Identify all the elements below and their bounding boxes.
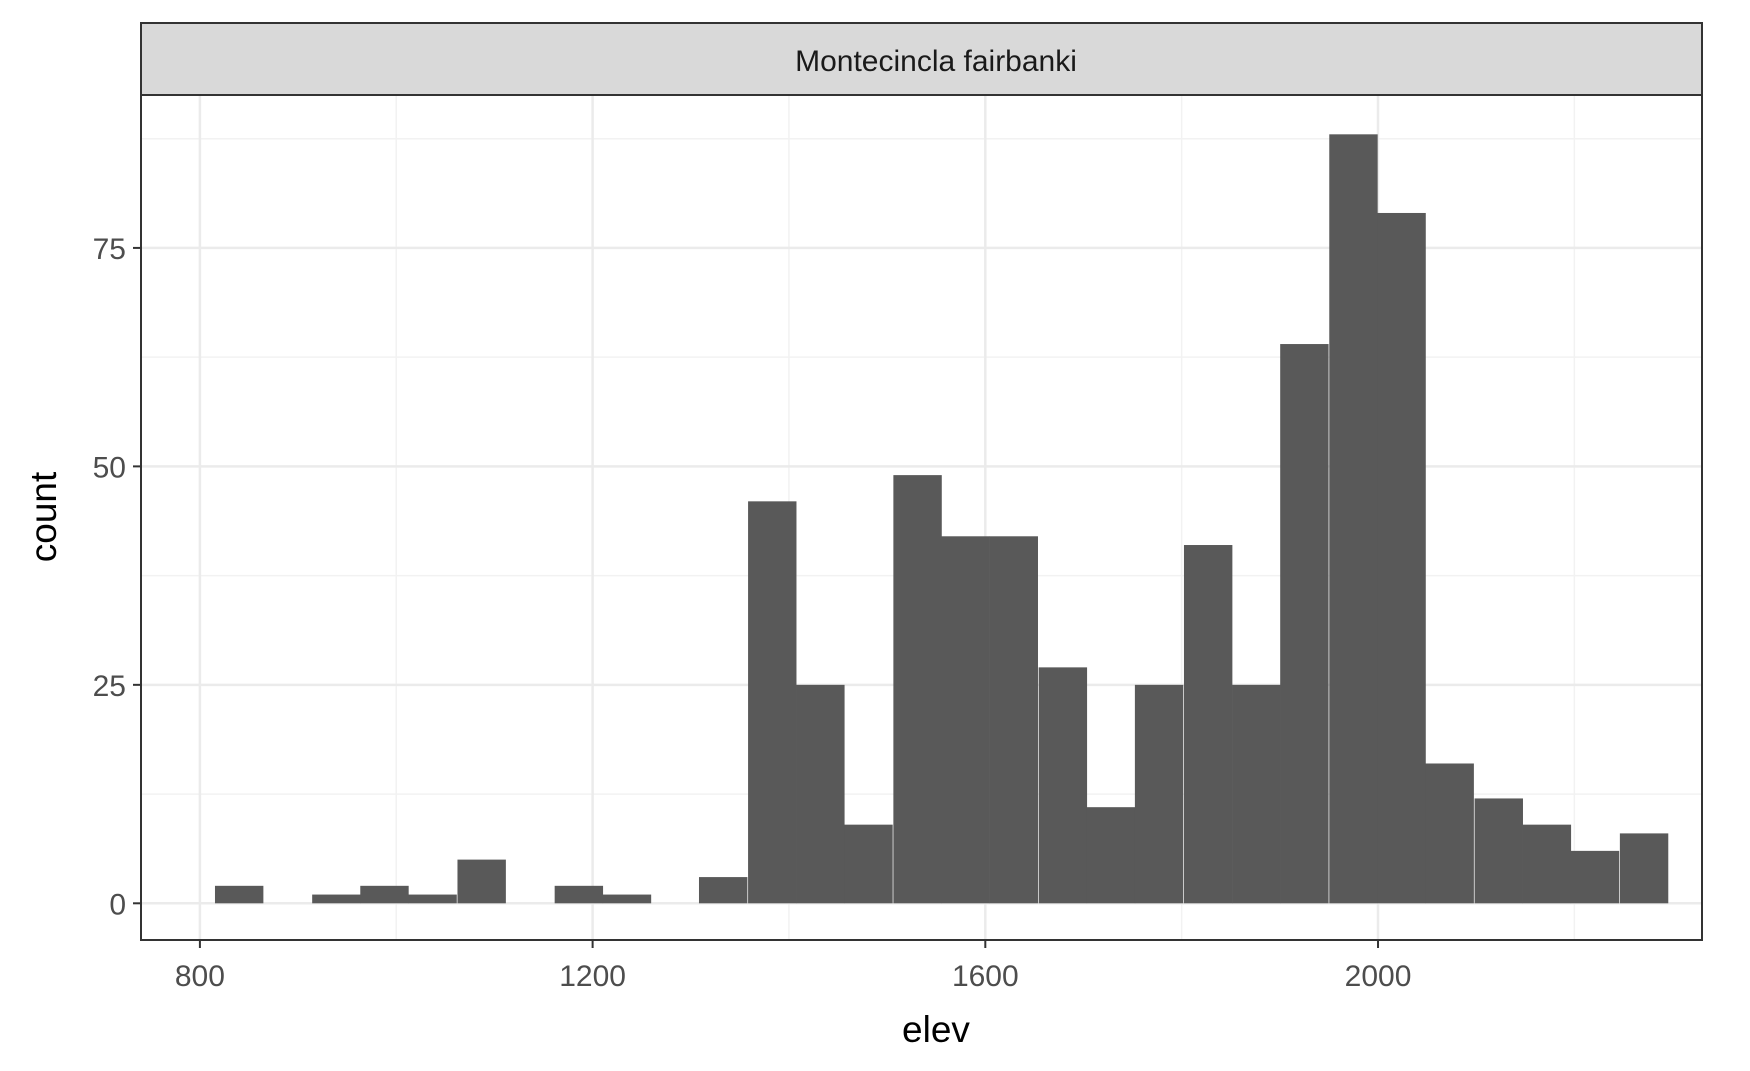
y-tick-label: 75 [93,233,126,266]
histogram-bar [796,684,845,904]
histogram-bar [748,501,797,904]
histogram-bar [989,536,1038,904]
histogram-bar [941,536,990,904]
x-tick-label: 1200 [559,960,626,993]
histogram-bar [312,894,361,904]
histogram-bar [457,859,506,904]
histogram-bar [1134,684,1184,904]
histogram-bar [602,894,652,904]
histogram-bars [214,134,1669,904]
y-tick-label: 25 [93,670,126,703]
y-axis-title: count [23,471,64,562]
x-tick-label: 800 [175,960,225,993]
x-tick-label: 2000 [1345,960,1412,993]
histogram-bar [408,894,457,904]
histogram-bar [1570,850,1620,904]
histogram-bar [1377,212,1426,904]
histogram-bar [1329,134,1378,904]
histogram-bar [1183,545,1233,904]
facet-strip-title: Montecincla fairbanki [795,45,1077,78]
histogram-bar [1232,684,1281,904]
x-tick-label: 1600 [952,960,1019,993]
y-tick-label: 0 [109,888,126,921]
histogram-bar [1425,763,1474,904]
histogram-bar [1280,344,1329,904]
histogram-bar [1086,807,1136,904]
histogram-bar [1522,824,1572,904]
y-tick-label: 50 [93,451,126,484]
histogram-bar [698,877,748,904]
histogram-bar [214,885,264,904]
histogram-bar [893,475,942,904]
x-axis-title: elev [902,1009,970,1050]
histogram-bar [844,824,893,904]
histogram-bar [360,885,409,904]
histogram-bar [554,885,604,904]
histogram-bar [1038,667,1088,904]
x-axis: 800 1200 1600 2000 [175,940,1412,993]
histogram-bar [1474,798,1523,904]
y-axis: 0 25 50 75 [93,233,141,921]
facet-strip [140,22,1703,96]
histogram-bar [1619,833,1669,904]
